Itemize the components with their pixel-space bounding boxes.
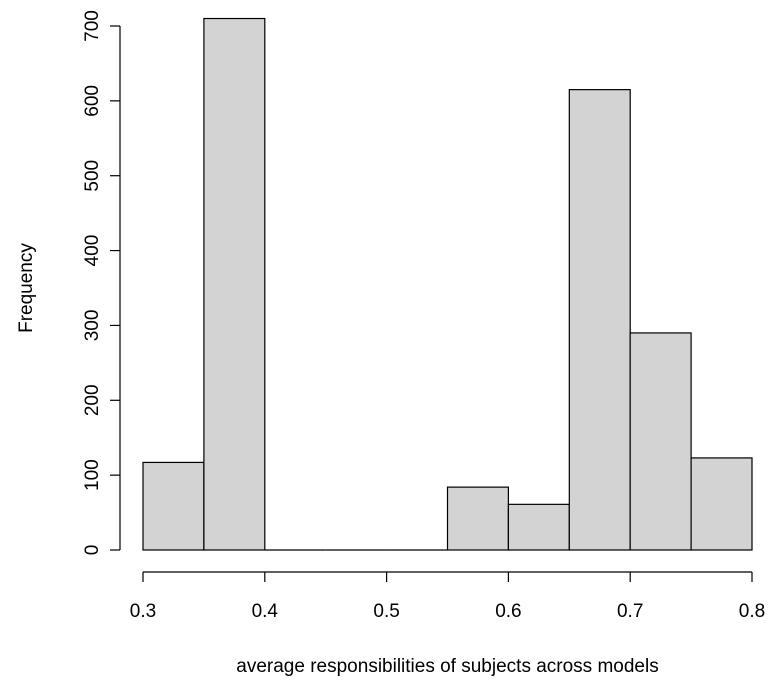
y-tick-label: 700: [82, 10, 103, 42]
x-tick-label: 0.3: [130, 601, 156, 622]
histogram-bar: [203, 17, 266, 551]
x-tick-label: 0.4: [252, 601, 279, 622]
y-tick-label: 400: [82, 235, 103, 267]
y-tick-label: 200: [82, 384, 103, 416]
y-tick-label: 300: [82, 310, 103, 342]
histogram-bar: [690, 457, 753, 551]
x-axis-label: average responsibilities of subjects acr…: [236, 656, 658, 677]
y-axis-label: Frequency: [16, 243, 37, 333]
y-tick-label: 500: [82, 160, 103, 192]
x-tick-label: 0.6: [495, 601, 521, 622]
bars-group: [142, 17, 753, 551]
x-tick-label: 0.5: [373, 601, 399, 622]
histogram-bar: [446, 486, 510, 551]
y-axis: 0 100 200 300 400 500 600 700: [82, 10, 121, 556]
histogram-bar: [629, 332, 692, 551]
histogram-bar: [568, 89, 631, 551]
x-tick-label: 0.8: [739, 601, 765, 622]
y-tick-label: 100: [82, 459, 103, 491]
x-tick-label: 0.7: [617, 601, 643, 622]
x-axis: 0.3 0.4 0.5 0.6 0.7 0.8: [130, 571, 765, 622]
histogram-bar: [507, 503, 570, 551]
y-tick-label: 600: [82, 85, 103, 117]
histogram-bar: [142, 461, 205, 551]
y-tick-label: 0: [82, 545, 103, 556]
